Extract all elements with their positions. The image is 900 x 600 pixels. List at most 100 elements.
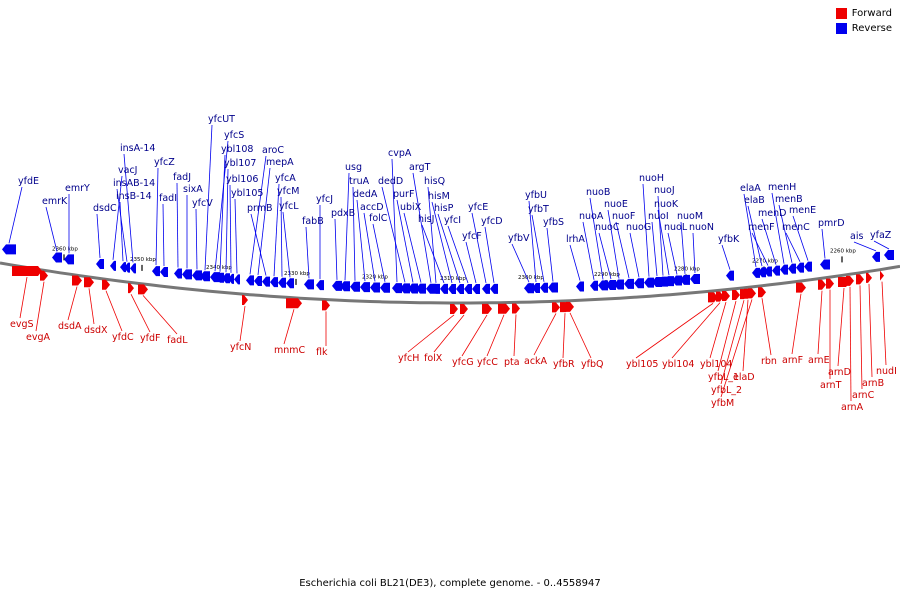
forward-gene-label: fadL: [167, 335, 188, 346]
forward-gene-label: rbn: [761, 356, 777, 367]
forward-gene-arrow: [84, 277, 94, 288]
reverse-gene-arrow: [408, 283, 418, 294]
reverse-gene-arrows: [2, 244, 894, 294]
forward-leader-line: [742, 299, 749, 372]
reverse-gene-label: hisP: [434, 203, 454, 214]
reverse-leader-line: [229, 184, 232, 273]
reverse-leader-line: [484, 226, 495, 283]
reverse-gene-label: hisQ: [424, 176, 445, 187]
reverse-gene-label: yfcA: [275, 173, 296, 184]
legend-reverse-label: Reverse: [851, 23, 892, 34]
reverse-leader-line: [528, 200, 537, 283]
forward-gene-arrow: [138, 284, 148, 295]
forward-leader-line: [868, 283, 873, 378]
forward-gene-arrow: [12, 266, 42, 277]
reverse-leader-line: [629, 232, 640, 278]
forward-gene-arrow: [732, 290, 740, 301]
forward-gene-arrow: [818, 279, 826, 290]
forward-gene-arrow: [322, 300, 330, 311]
reverse-leader-line: [381, 186, 406, 283]
scale-ticks: 2360 kbp 2350 kbp 2340 kbp 2330 kbp 2320 kbp…: [52, 246, 856, 290]
reverse-gene-arrow: [234, 274, 240, 285]
reverse-leader-line: [225, 168, 229, 273]
reverse-gene-arrow: [532, 283, 540, 294]
reverse-gene-arrow: [64, 254, 74, 265]
forward-gene-label: yfbL_2: [711, 385, 742, 396]
reverse-gene-label: nuoI: [648, 211, 669, 222]
reverse-gene-arrow: [174, 268, 182, 279]
forward-gene-arrow: [482, 303, 492, 314]
reverse-gene-arrow: [432, 283, 440, 294]
reverse-gene-label: nuoK: [654, 199, 679, 210]
reverse-gene-label: nuoC: [595, 222, 620, 233]
forward-leader-line: [19, 276, 28, 319]
reverse-gene-label: sixA: [183, 184, 203, 195]
reverse-gene-label: yfdE: [18, 176, 39, 187]
forward-gene-arrow: [552, 302, 560, 313]
reverse-gene-arrow: [262, 276, 270, 287]
reverse-gene-label: yfcUT: [208, 114, 235, 125]
genome-backbone: [0, 261, 900, 305]
forward-gene-arrow: [880, 270, 884, 281]
reverse-gene-arrow: [752, 267, 760, 278]
forward-leader-line: [142, 295, 178, 335]
reverse-gene-label: nuoG: [626, 222, 651, 233]
scale-tick-label: 2330 kbp: [284, 271, 310, 277]
forward-leader-line: [881, 281, 887, 366]
reverse-gene-arrow: [448, 283, 456, 294]
reverse-gene-arrow: [96, 258, 104, 269]
reverse-gene-label: menE: [789, 205, 816, 216]
reverse-gene-label: yfbU: [525, 190, 547, 201]
reverse-gene-label: yfcL: [279, 201, 299, 212]
reverse-gene-arrow: [796, 262, 804, 273]
reverse-leader-line: [465, 241, 477, 284]
forward-gene-label: flk: [316, 347, 328, 358]
reverse-gene-arrow: [614, 279, 624, 290]
reverse-gene-arrow: [658, 276, 668, 287]
reverse-gene-arrow: [222, 273, 230, 284]
forward-leader-line: [709, 301, 727, 359]
reverse-leader-line: [569, 244, 581, 281]
reverse-leader-line: [273, 183, 280, 277]
reverse-leader-line: [792, 215, 809, 261]
reverse-gene-label: purF: [393, 189, 414, 200]
reverse-gene-arrow: [130, 263, 136, 274]
forward-gene-arrow: [866, 272, 872, 283]
reverse-gene-arrow: [200, 271, 210, 282]
reverse-gene-arrow: [160, 266, 168, 277]
forward-gene-arrow: [796, 282, 806, 293]
reverse-leader-line: [219, 154, 226, 272]
reverse-gene-label: yfcZ: [154, 157, 175, 168]
forward-swatch: [835, 8, 847, 19]
reverse-gene-label: emrY: [65, 183, 90, 194]
reverse-leader-line: [531, 214, 545, 282]
reverse-leader-line: [176, 182, 179, 268]
reverse-gene-arrow: [228, 273, 234, 284]
reverse-leader-line: [344, 172, 350, 281]
reverse-leader-line: [785, 232, 801, 262]
forward-gene-label: dsdA: [58, 321, 82, 332]
reverse-gene-label: fabB: [302, 216, 324, 227]
reverse-gene-label: menD: [758, 208, 786, 219]
legend: Forward Reverse: [835, 8, 892, 38]
reverse-leader-line: [123, 153, 134, 263]
reverse-gene-arrow: [548, 282, 558, 293]
reverse-leader-line: [249, 155, 267, 275]
forward-gene-label: yfcH: [398, 353, 419, 364]
reverse-leader-line: [751, 232, 769, 266]
reverse-leader-line: [412, 172, 432, 283]
reverse-gene-label: nuoH: [639, 173, 664, 184]
scale-tick-label: 2350 kbp: [130, 257, 156, 263]
forward-gene-label: elaD: [733, 372, 755, 383]
forward-gene-arrow: [242, 295, 248, 306]
reverse-gene-arrow: [472, 283, 480, 294]
reverse-gene-label: menH: [768, 182, 796, 193]
forward-gene-label: ackA: [524, 356, 548, 367]
reverse-leader-line: [421, 224, 445, 284]
reverse-gene-arrow: [360, 282, 370, 293]
forward-gene-label: dsdX: [84, 325, 108, 336]
reverse-gene-label: accD: [360, 202, 384, 213]
reverse-leader-line: [96, 213, 101, 258]
